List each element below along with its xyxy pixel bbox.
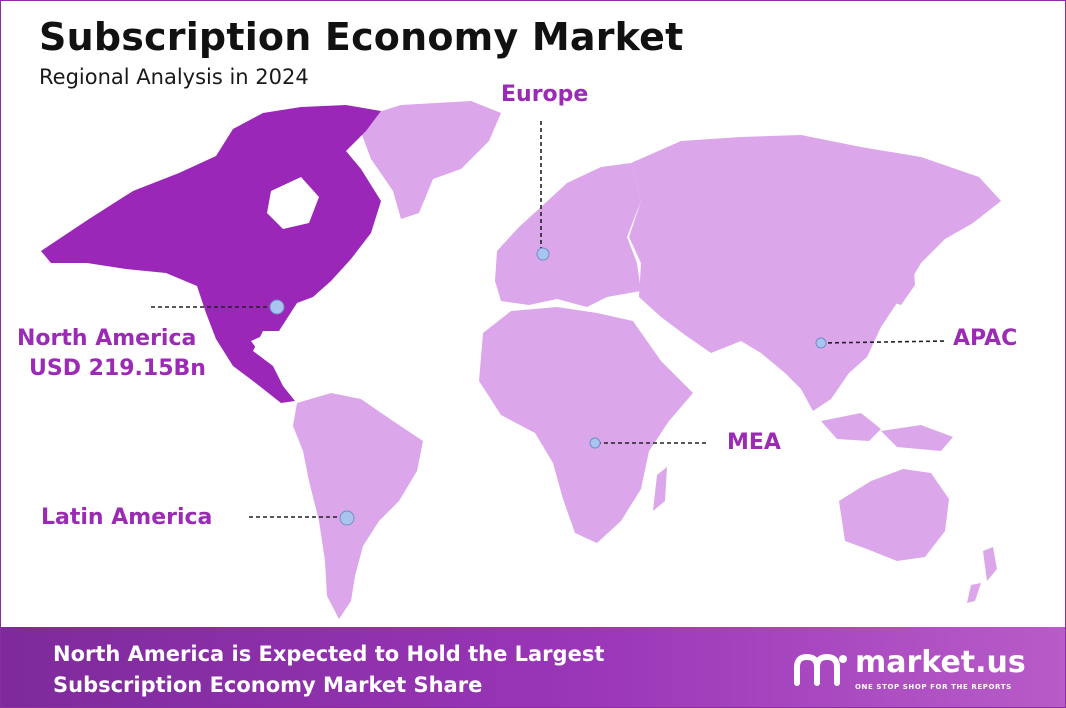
world-map <box>41 101 1001 619</box>
latin-america-label: Latin America <box>41 505 213 530</box>
hudson-bay-shape <box>267 177 319 229</box>
gulf-of-mexico-shape <box>251 333 301 359</box>
mea-marker <box>589 437 601 449</box>
japan-shape <box>889 257 915 305</box>
africa-shape <box>479 307 693 543</box>
footer-banner: North America is Expected to Hold the La… <box>1 627 1065 707</box>
europe-label: Europe <box>501 82 589 107</box>
north-america-value: USD 219.15Bn <box>29 356 206 381</box>
north-america-label: North America USD 219.15Bn <box>17 324 206 384</box>
footer-text: North America is Expected to Hold the La… <box>53 639 604 701</box>
page-title: Subscription Economy Market <box>39 15 684 59</box>
logo-name: market.us <box>855 645 1026 680</box>
footer-line-1: North America is Expected to Hold the La… <box>53 642 605 666</box>
market-us-logo-icon <box>794 653 847 686</box>
apac-label: APAC <box>953 326 1018 351</box>
new-zealand-shape <box>967 547 997 603</box>
north-america-name: North America <box>17 326 197 351</box>
north-america-marker <box>269 299 285 315</box>
europe-marker <box>536 247 550 261</box>
latin-america-marker <box>339 510 355 526</box>
latin-america-shape <box>293 393 423 619</box>
logo-tagline: ONE STOP SHOP FOR THE REPORTS <box>855 683 1012 691</box>
madagascar-shape <box>653 467 667 511</box>
market-us-logo: market.us ONE STOP SHOP FOR THE REPORTS <box>791 645 1041 697</box>
apac-leader-line <box>820 340 948 344</box>
footer-line-2: Subscription Economy Market Share <box>53 673 483 697</box>
australia-shape <box>839 469 949 561</box>
asia-shape <box>629 135 1001 411</box>
greenland-shape <box>356 101 501 219</box>
southeast-asia-islands-shape <box>821 413 953 451</box>
page-subtitle: Regional Analysis in 2024 <box>39 65 309 89</box>
apac-marker <box>815 337 827 349</box>
mea-label: MEA <box>727 430 781 455</box>
europe-shape <box>495 163 641 307</box>
